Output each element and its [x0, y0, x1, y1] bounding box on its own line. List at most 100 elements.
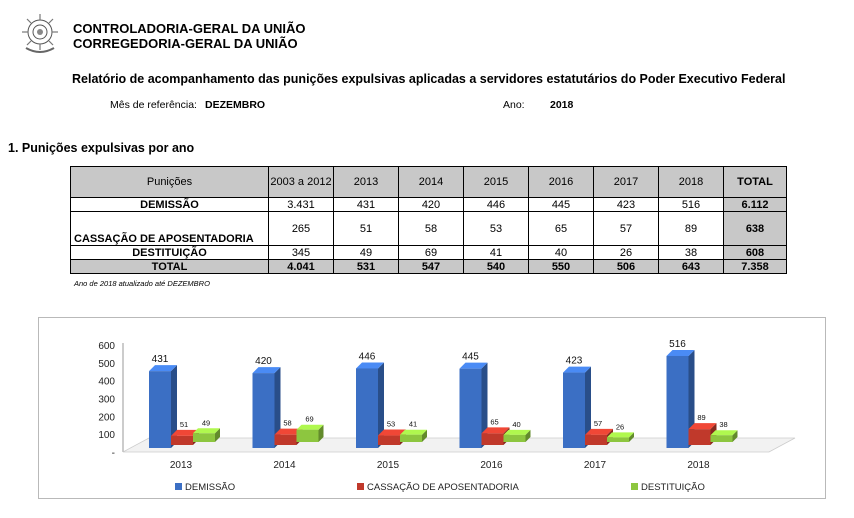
bar-destitui-o [400, 434, 422, 442]
year-value: 2018 [550, 99, 574, 111]
table-cell: 89 [658, 211, 724, 246]
legend-label: DEMISSÃO [185, 482, 235, 493]
data-label: 446 [359, 351, 376, 362]
header-cell: 2015 [463, 166, 529, 198]
header-cell: 2018 [658, 166, 724, 198]
header-cell: 2016 [528, 166, 594, 198]
bar-cassa-o-de-aposentadoria [274, 434, 297, 445]
table-row: CASSAÇÃO DE APOSENTADORIA 265 51 58 53 6… [70, 211, 787, 246]
bar-destitui-o [710, 435, 733, 442]
org-name-line1: CONTROLADORIA-GERAL DA UNIÃO [73, 21, 306, 36]
bar-destitui-o [296, 429, 319, 442]
table-cell: 4.041 [268, 259, 334, 274]
header-cell: TOTAL [723, 166, 787, 198]
table-cell: 540 [463, 259, 529, 274]
row-label: DEMISSÃO [70, 197, 269, 212]
data-label: 89 [697, 413, 705, 422]
org-name-line2: CORREGEDORIA-GERAL DA UNIÃO [73, 36, 298, 51]
bar-top-cassa-o-de-aposentadoria [585, 428, 613, 435]
year-label: Ano: [503, 99, 525, 111]
x-tick-label: 2013 [170, 460, 193, 471]
bar-cassa-o-de-aposentadoria [378, 435, 400, 445]
bar-destitui-o [607, 437, 629, 442]
x-tick-label: 2015 [377, 460, 400, 471]
bar-top-cassa-o-de-aposentadoria [688, 423, 717, 430]
table-row: DESTITUIÇÃO 345 49 69 41 40 26 38 608 [70, 245, 787, 260]
bar-side-demiss-o [585, 366, 591, 448]
bar-top-demiss-o [563, 366, 591, 373]
bar-side-demiss-o [688, 349, 695, 448]
bar-side-demiss-o [481, 362, 488, 448]
bar-side-destitui-o [215, 428, 220, 442]
bar-top-destitui-o [296, 424, 324, 430]
data-label: 41 [409, 420, 417, 429]
data-label: 420 [255, 356, 272, 367]
data-label: 57 [594, 419, 602, 428]
grand-total: 7.358 [723, 259, 787, 274]
bar-top-cassa-o-de-aposentadoria [378, 429, 406, 436]
header-cell: 2014 [398, 166, 464, 198]
bar-demiss-o [563, 372, 585, 448]
table-cell: 40 [528, 245, 594, 260]
punishments-table: Punições 2003 a 2012 2013 2014 2015 2016… [70, 166, 787, 274]
bar-side-demiss-o [378, 362, 384, 448]
x-tick-label: 2016 [480, 460, 503, 471]
legend-swatch [175, 483, 182, 490]
data-label: 431 [152, 354, 169, 365]
table-cell: 57 [593, 211, 659, 246]
bar-top-demiss-o [149, 365, 177, 372]
bar-side-destitui-o [629, 432, 634, 442]
brazil-coat-of-arms-seal [22, 14, 58, 53]
table-cell: 420 [398, 197, 464, 212]
bar-cassa-o-de-aposentadoria [171, 435, 193, 445]
table-cell: 49 [333, 245, 399, 260]
row-label: TOTAL [70, 259, 269, 274]
bar-top-demiss-o [459, 362, 488, 369]
header-cell: 2003 a 2012 [268, 166, 334, 198]
table-cell: 516 [658, 197, 724, 212]
row-total: 638 [723, 211, 787, 246]
bar-top-destitui-o [710, 430, 738, 436]
data-label: 40 [512, 420, 520, 429]
table-cell: 345 [268, 245, 334, 260]
legend-swatch [357, 483, 364, 490]
table-cell: 506 [593, 259, 659, 274]
bar-top-cassa-o-de-aposentadoria [274, 428, 303, 435]
y-tick-label: - [112, 448, 115, 459]
bar-top-demiss-o [666, 349, 695, 356]
bar-side-destitui-o [422, 429, 427, 442]
bar-top-cassa-o-de-aposentadoria [171, 429, 199, 436]
legend-swatch [631, 483, 638, 490]
legend-label: DESTITUIÇÃO [641, 482, 705, 493]
row-label: DESTITUIÇÃO [70, 245, 269, 260]
table-cell: 3.431 [268, 197, 334, 212]
data-label: 49 [202, 418, 210, 427]
row-total: 608 [723, 245, 787, 260]
data-label: 26 [616, 422, 624, 431]
table-cell: 51 [333, 211, 399, 246]
y-tick-label: 600 [98, 341, 115, 352]
row-total: 6.112 [723, 197, 787, 212]
table-cell: 550 [528, 259, 594, 274]
bar-destitui-o [503, 434, 526, 442]
bar-side-destitui-o [318, 424, 324, 442]
data-label: 53 [387, 420, 395, 429]
row-label: CASSAÇÃO DE APOSENTADORIA [70, 211, 269, 246]
x-tick-label: 2018 [687, 460, 710, 471]
table-cell: 643 [658, 259, 724, 274]
bar-top-demiss-o [356, 362, 384, 369]
table-cell: 69 [398, 245, 464, 260]
table-cell: 431 [333, 197, 399, 212]
bar-cassa-o-de-aposentadoria [481, 433, 504, 445]
x-tick-label: 2014 [273, 460, 296, 471]
data-label: 516 [669, 339, 686, 350]
bar-destitui-o [193, 433, 215, 442]
bar-top-destitui-o [400, 429, 427, 435]
y-tick-label: 200 [98, 412, 115, 423]
table-cell: 446 [463, 197, 529, 212]
table-cell: 445 [528, 197, 594, 212]
header-cell: 2017 [593, 166, 659, 198]
table-row: DEMISSÃO 3.431 431 420 446 445 423 516 6… [70, 197, 787, 212]
data-label: 423 [566, 356, 583, 367]
table-total-row: TOTAL 4.041 531 547 540 550 506 643 7.35… [70, 259, 787, 274]
